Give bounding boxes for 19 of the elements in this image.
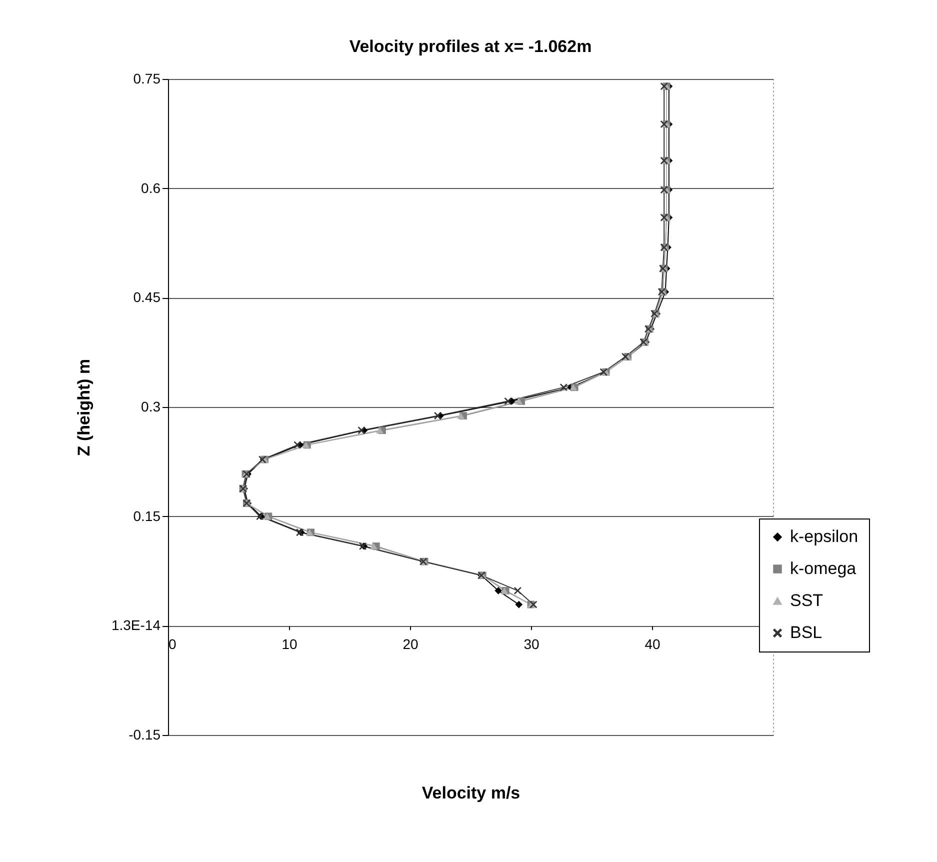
y-tick-label: 0.3: [141, 398, 161, 414]
y-tick-label: 0.15: [133, 508, 161, 524]
legend-label: k-epsilon: [790, 527, 858, 546]
x-tick-label: 0: [168, 636, 176, 652]
x-tick-label: 10: [282, 636, 298, 652]
y-tick-label: -0.15: [128, 726, 161, 742]
y-tick-label: 0.6: [141, 180, 161, 196]
chart-title: Velocity profiles at x= -1.062m: [349, 37, 592, 56]
x-tick-label: 40: [644, 636, 660, 652]
y-tick-label: 0.45: [133, 289, 161, 306]
x-tick-label: 30: [524, 636, 540, 652]
y-tick-label: 0.75: [133, 70, 161, 86]
x-axis-title: Velocity m/s: [422, 784, 520, 802]
legend-label: SST: [790, 591, 824, 610]
x-tick-label: 20: [402, 636, 418, 652]
y-axis-title: Z (height) m: [74, 358, 94, 456]
legend-label: k-omega: [790, 559, 857, 578]
legend-label: BSL: [790, 623, 822, 642]
y-tick-label: 1.3E-14: [111, 617, 161, 634]
